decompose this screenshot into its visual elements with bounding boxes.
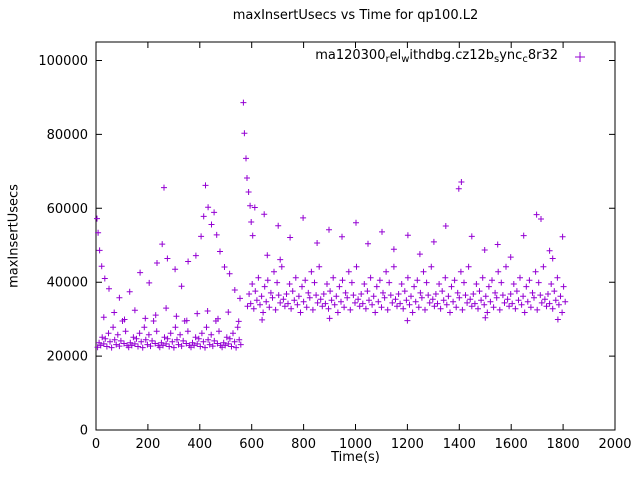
legend-text-segment: s [494,54,500,65]
y-tick-label: 40000 [47,276,88,291]
legend-text-segment: r [385,54,390,65]
y-tick-label: 100000 [38,54,88,69]
y-tick-label: 80000 [47,128,88,143]
legend-plus-marker-icon [575,51,585,62]
y-axis-label: maxInsertUsecs [6,184,22,288]
scatter-points [94,99,569,351]
x-tick-label: 2000 [598,437,631,452]
x-tick-label: 1800 [547,437,580,452]
legend-text-segment: w [401,54,410,65]
legend-text-segment: ync [499,48,523,63]
x-axis-label: Time(s) [331,450,380,465]
x-tick-label: 1600 [495,437,528,452]
legend-text-segment: 8r32 [527,48,558,63]
legend: ma120300relwithdbg.cz12bsyncc8r32 [315,48,588,65]
y-tick-label: 60000 [47,202,88,217]
y-tick-label: 20000 [47,350,88,365]
legend-series-label: ma120300relwithdbg.cz12bsyncc8r32 [315,48,558,65]
x-tick-label: 1200 [391,437,424,452]
x-tick-label: 200 [135,437,160,452]
legend-text-segment: ithdbg.cz12b [409,48,495,63]
x-tick-label: 1000 [339,437,372,452]
chart-title: maxInsertUsecs vs Time for qp100.L2 [232,8,479,23]
axis-ticks [95,42,616,431]
x-tick-label: 0 [92,437,100,452]
legend-text-segment: ma120300 [315,48,386,63]
legend-text-segment: el [389,48,402,63]
x-tick-label: 400 [187,437,212,452]
plot-border [95,41,616,431]
x-tick-label: 600 [239,437,264,452]
legend-text-segment: c [522,54,528,65]
x-tick-label: 800 [291,437,316,452]
y-tick-label: 0 [80,424,88,439]
x-tick-label: 1400 [443,437,476,452]
